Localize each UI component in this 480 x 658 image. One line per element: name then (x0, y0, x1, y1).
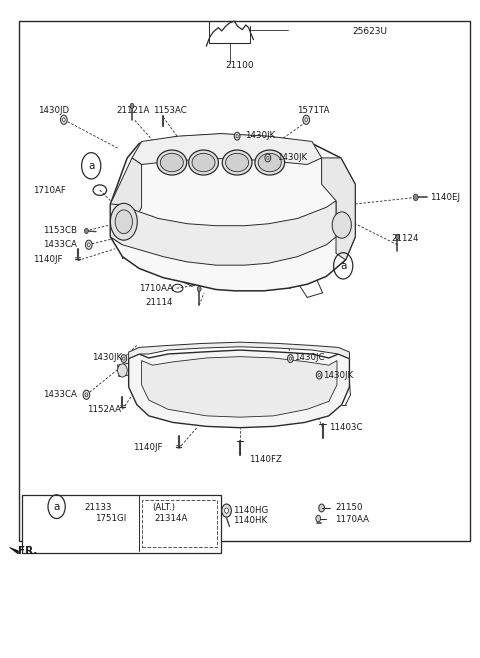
Text: 1433CA: 1433CA (43, 240, 77, 249)
Polygon shape (110, 134, 355, 291)
Text: 21124: 21124 (391, 234, 419, 243)
Circle shape (413, 194, 418, 201)
Text: 1153CB: 1153CB (43, 226, 77, 236)
Text: 1430JK: 1430JK (245, 131, 275, 140)
Text: 1170AA: 1170AA (335, 515, 369, 524)
Circle shape (289, 357, 291, 360)
Circle shape (109, 530, 113, 536)
Circle shape (62, 118, 65, 122)
Text: a: a (340, 261, 347, 271)
Text: 11403C: 11403C (329, 423, 363, 432)
Text: (ALT.): (ALT.) (153, 503, 176, 513)
Polygon shape (322, 158, 355, 260)
Ellipse shape (189, 150, 218, 175)
Text: 1140JF: 1140JF (33, 255, 62, 264)
Circle shape (123, 357, 125, 360)
Ellipse shape (160, 153, 183, 172)
Text: 1140HK: 1140HK (233, 516, 267, 525)
Polygon shape (10, 547, 18, 554)
Ellipse shape (222, 150, 252, 175)
Text: 1430JD: 1430JD (38, 106, 70, 115)
Text: a: a (53, 501, 60, 512)
Circle shape (85, 393, 88, 397)
Circle shape (99, 520, 103, 526)
Circle shape (319, 504, 324, 512)
Circle shape (96, 517, 106, 530)
Text: 1140JF: 1140JF (133, 443, 163, 452)
Polygon shape (142, 357, 337, 417)
Text: 1430JK: 1430JK (92, 353, 122, 363)
Circle shape (316, 371, 322, 379)
FancyBboxPatch shape (142, 500, 217, 547)
Circle shape (84, 228, 88, 234)
Circle shape (267, 157, 269, 159)
Circle shape (396, 234, 399, 240)
Text: 1430JC: 1430JC (294, 353, 324, 363)
Circle shape (115, 210, 132, 234)
Polygon shape (129, 350, 349, 428)
Text: 21114: 21114 (145, 298, 172, 307)
Text: 1430JK: 1430JK (323, 370, 353, 380)
Text: 1430JK: 1430JK (277, 153, 308, 163)
Text: 1140HG: 1140HG (233, 506, 268, 515)
Text: 1751GI: 1751GI (95, 514, 126, 523)
Circle shape (197, 286, 201, 291)
Ellipse shape (255, 150, 285, 175)
Polygon shape (110, 158, 142, 245)
Circle shape (130, 103, 134, 109)
Polygon shape (110, 201, 336, 265)
Text: FR.: FR. (18, 546, 37, 557)
Text: 21121A: 21121A (116, 106, 150, 115)
Circle shape (318, 374, 320, 376)
Circle shape (222, 504, 231, 517)
Text: 1433CA: 1433CA (43, 390, 77, 399)
Circle shape (164, 531, 174, 544)
Text: a: a (88, 161, 95, 171)
Circle shape (234, 132, 240, 140)
Circle shape (110, 203, 137, 240)
Text: 21314A: 21314A (155, 514, 188, 523)
Text: 1710AA: 1710AA (139, 284, 173, 293)
Circle shape (288, 355, 293, 363)
Text: 21150: 21150 (335, 503, 362, 513)
FancyBboxPatch shape (22, 495, 221, 553)
Text: 21100: 21100 (226, 61, 254, 70)
Text: 1140FZ: 1140FZ (249, 455, 281, 464)
Circle shape (236, 135, 238, 138)
Ellipse shape (226, 153, 249, 172)
Text: 1152AA: 1152AA (87, 405, 121, 414)
Text: 1153AC: 1153AC (153, 106, 186, 115)
Circle shape (265, 154, 271, 162)
Text: 1140EJ: 1140EJ (430, 193, 460, 202)
Text: 25623U: 25623U (353, 27, 388, 36)
FancyBboxPatch shape (19, 21, 470, 541)
Ellipse shape (192, 153, 215, 172)
Circle shape (225, 508, 228, 513)
Ellipse shape (258, 153, 281, 172)
Text: 1571TA: 1571TA (297, 106, 329, 115)
Circle shape (107, 526, 116, 540)
Text: 21133: 21133 (84, 503, 111, 513)
Circle shape (332, 212, 351, 238)
Circle shape (167, 535, 171, 540)
Text: 1710AF: 1710AF (33, 186, 65, 195)
Circle shape (121, 355, 127, 363)
Circle shape (305, 118, 308, 122)
Circle shape (60, 115, 67, 124)
Circle shape (118, 364, 127, 377)
Circle shape (83, 390, 90, 399)
Ellipse shape (157, 150, 187, 175)
Circle shape (87, 243, 90, 247)
Polygon shape (129, 342, 349, 359)
Circle shape (303, 115, 310, 124)
Circle shape (316, 515, 321, 522)
Polygon shape (132, 134, 322, 164)
Circle shape (85, 240, 92, 249)
